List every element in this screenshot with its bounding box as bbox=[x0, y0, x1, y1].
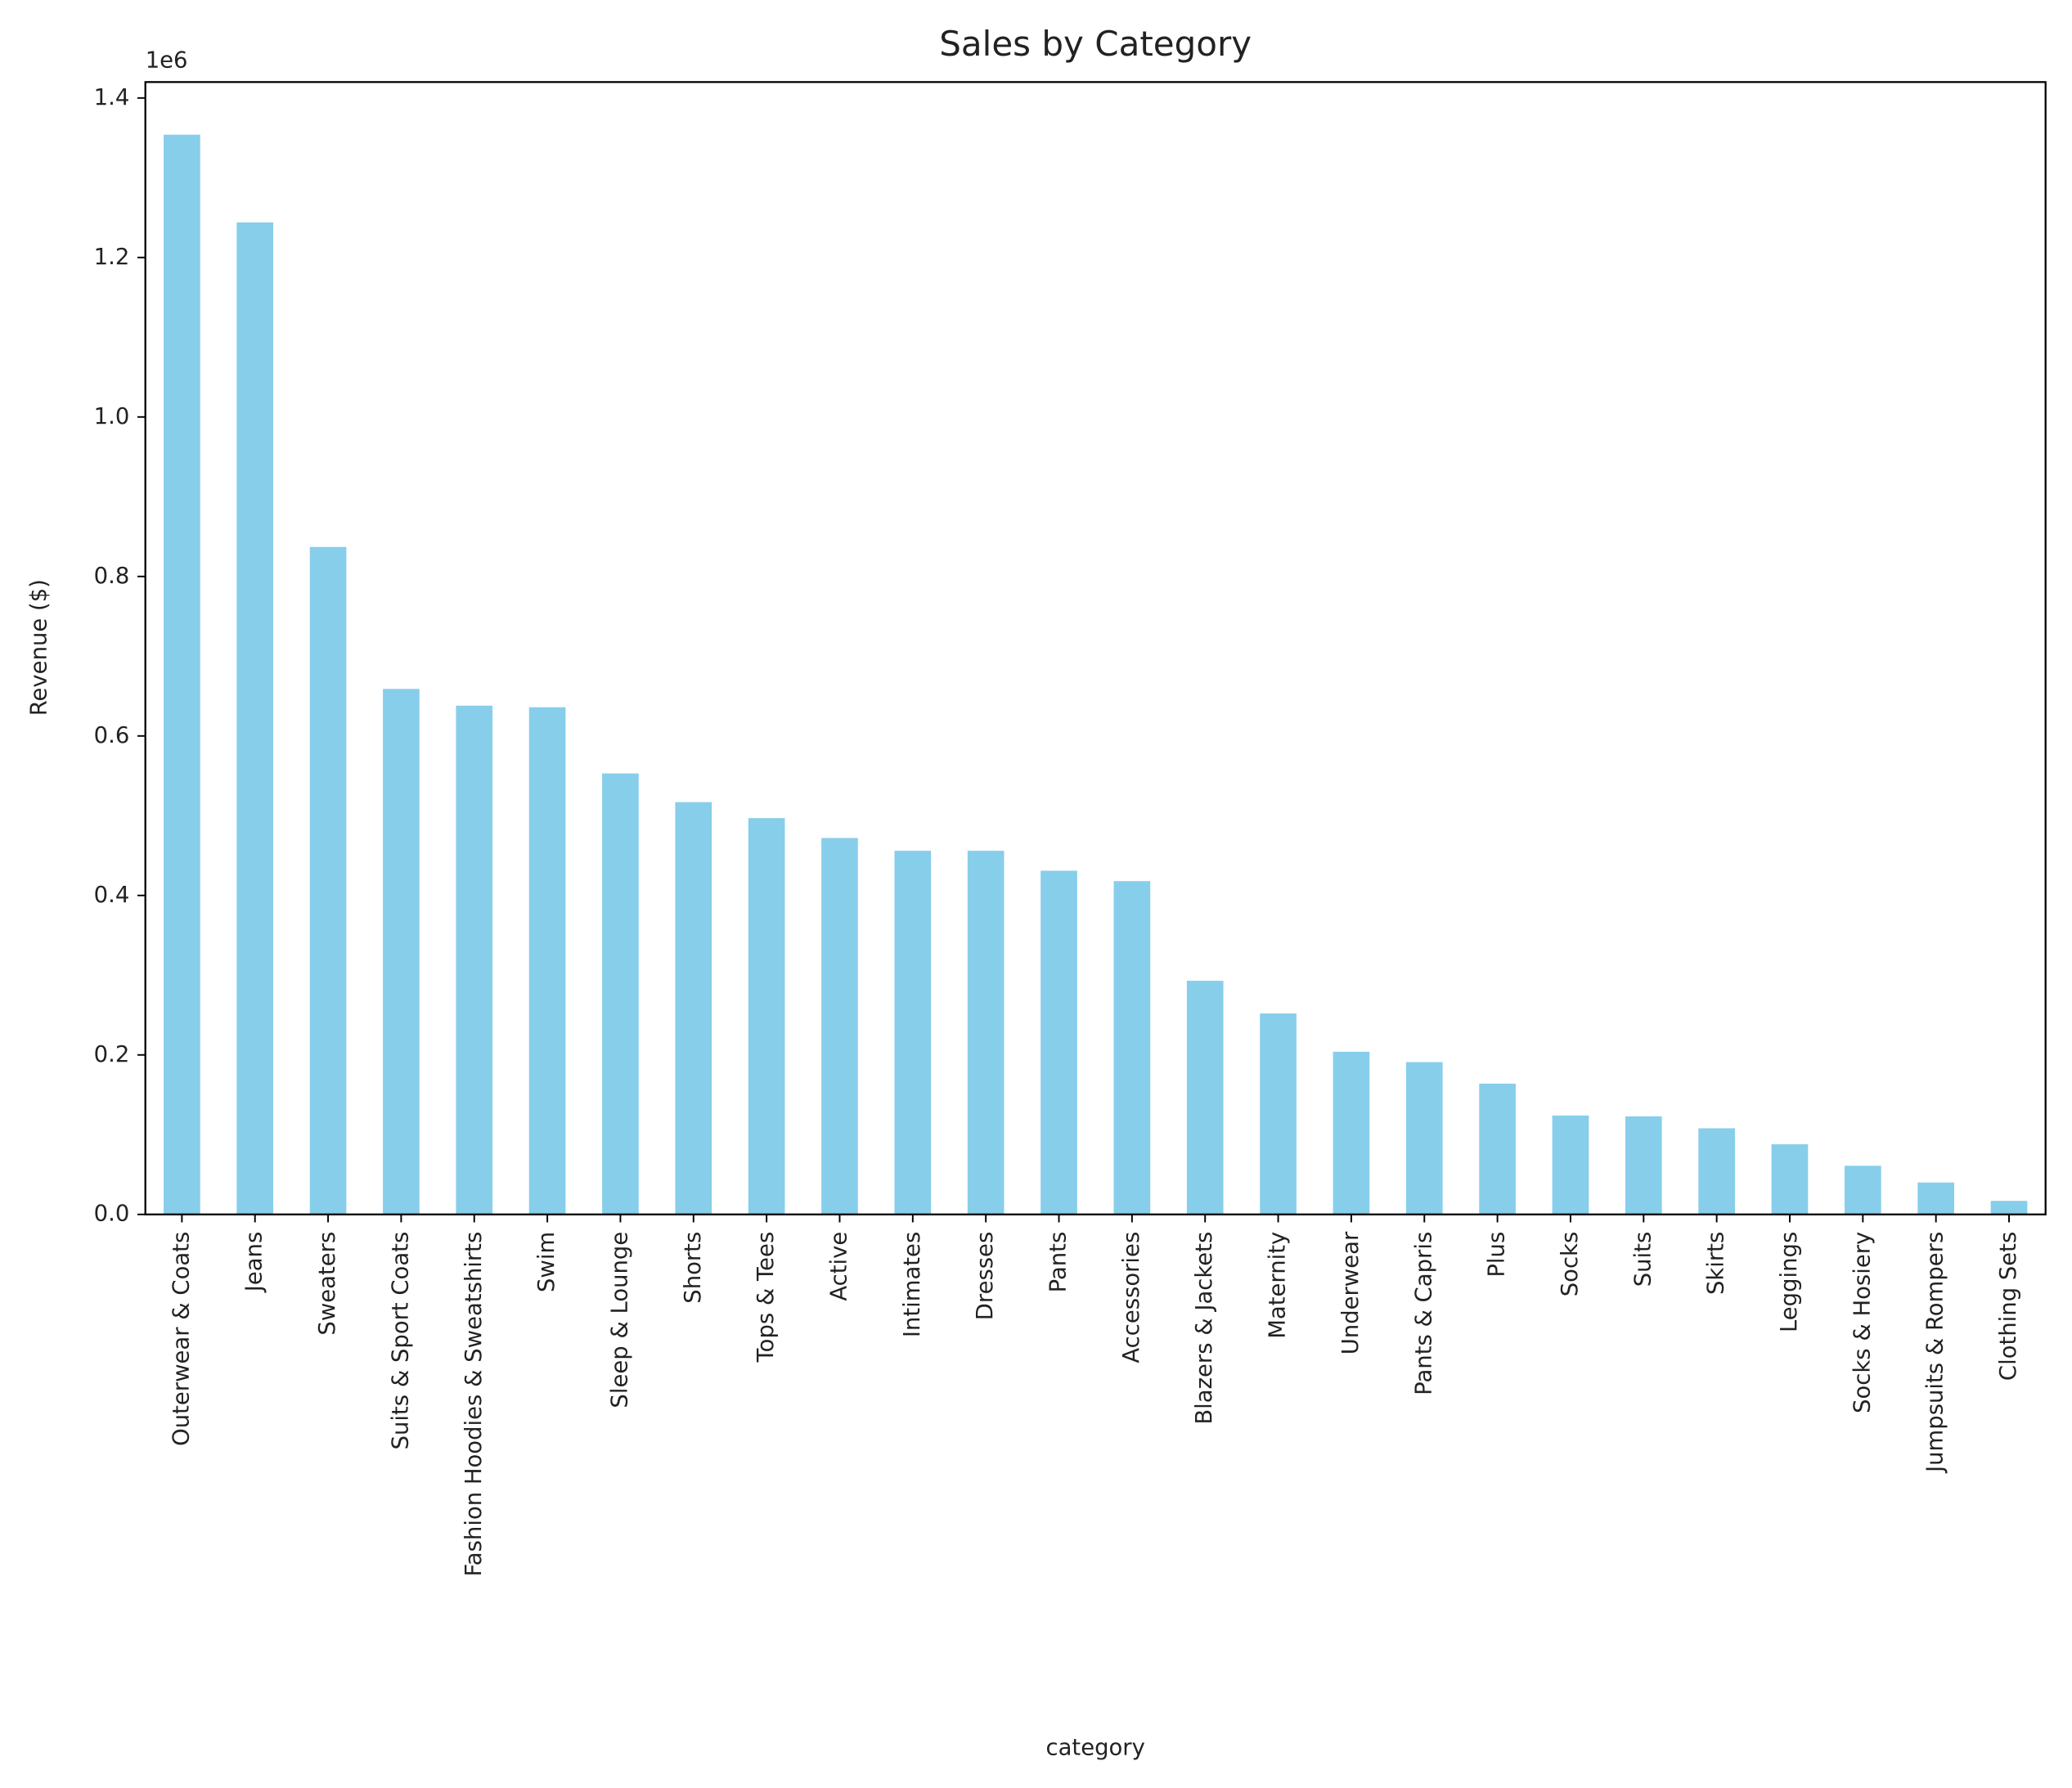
x-tick-label: Jumpsuits & Rompers bbox=[1923, 1232, 1948, 1474]
x-tick-label: Active bbox=[826, 1232, 852, 1301]
x-tick-label: Underwear bbox=[1338, 1231, 1364, 1354]
bar bbox=[383, 689, 420, 1215]
x-tick-label: Suits & Sport Coats bbox=[388, 1232, 413, 1450]
y-axis-label: Revenue ($) bbox=[26, 579, 52, 716]
bar bbox=[894, 851, 932, 1215]
x-tick-label: Sleep & Lounge bbox=[607, 1232, 632, 1408]
bar bbox=[1698, 1128, 1735, 1215]
x-tick-label: Skirts bbox=[1704, 1232, 1729, 1295]
bar bbox=[1186, 981, 1224, 1215]
bar bbox=[1771, 1143, 1809, 1215]
y-tick-label: 0.2 bbox=[94, 1042, 130, 1067]
bar bbox=[1844, 1166, 1881, 1215]
y-tick-label: 1.4 bbox=[94, 85, 130, 110]
x-axis-label: category bbox=[1046, 1735, 1145, 1760]
bar bbox=[1990, 1201, 2028, 1215]
bar bbox=[528, 707, 566, 1215]
bar bbox=[456, 705, 493, 1215]
x-tick-label: Accessories bbox=[1119, 1232, 1144, 1363]
y-tick-label: 0.0 bbox=[94, 1202, 130, 1227]
bar bbox=[1405, 1062, 1443, 1215]
plot-frame bbox=[144, 81, 2047, 1215]
bar bbox=[1917, 1182, 1955, 1215]
y-tick-label: 0.4 bbox=[94, 883, 130, 908]
x-tick-label: Leggings bbox=[1777, 1232, 1802, 1332]
y-tick-label: 0.6 bbox=[94, 723, 130, 748]
bar bbox=[967, 851, 1005, 1215]
bar bbox=[1040, 870, 1077, 1215]
x-tick-label: Socks & Hosiery bbox=[1850, 1232, 1875, 1413]
x-tick-label: Pants bbox=[1046, 1232, 1072, 1293]
x-tick-label: Clothing Sets bbox=[1996, 1232, 2021, 1381]
y-tick-label: 1.2 bbox=[94, 245, 130, 270]
x-tick-label: Fashion Hoodies & Sweatshirts bbox=[461, 1232, 487, 1577]
bar bbox=[602, 773, 639, 1215]
bar bbox=[1260, 1013, 1297, 1215]
bar bbox=[1625, 1116, 1662, 1215]
bar bbox=[1552, 1115, 1589, 1215]
x-tick-label: Socks bbox=[1557, 1232, 1583, 1297]
x-tick-label: Jeans bbox=[242, 1232, 267, 1294]
x-tick-label: Tops & Tees bbox=[753, 1232, 779, 1363]
x-tick-label: Pants & Capris bbox=[1411, 1232, 1436, 1395]
x-tick-label: Maternity bbox=[1265, 1232, 1291, 1339]
bar bbox=[236, 222, 274, 1215]
x-tick-label: Outerwear & Coats bbox=[169, 1232, 194, 1446]
y-offset-label: 1e6 bbox=[146, 47, 188, 73]
y-tick-label: 1.0 bbox=[94, 404, 130, 429]
bar bbox=[1333, 1051, 1370, 1215]
x-tick-label: Blazers & Jackets bbox=[1192, 1232, 1217, 1425]
bar bbox=[748, 818, 785, 1215]
bar bbox=[164, 134, 200, 1215]
x-tick-label: Plus bbox=[1485, 1232, 1510, 1278]
x-tick-label: Suits bbox=[1630, 1232, 1656, 1287]
y-tick-label: 0.8 bbox=[94, 564, 130, 589]
bar bbox=[675, 802, 712, 1215]
x-tick-label: Dresses bbox=[973, 1232, 998, 1321]
bar bbox=[1113, 881, 1151, 1215]
x-tick-label: Intimates bbox=[900, 1232, 925, 1337]
chart-title: Sales by Category bbox=[939, 24, 1252, 64]
x-tick-label: Shorts bbox=[681, 1232, 706, 1304]
bar bbox=[309, 546, 347, 1215]
x-tick-label: Sweaters bbox=[315, 1232, 340, 1336]
bar bbox=[1479, 1083, 1516, 1215]
x-tick-label: Swim bbox=[534, 1232, 560, 1292]
bar bbox=[821, 838, 858, 1215]
